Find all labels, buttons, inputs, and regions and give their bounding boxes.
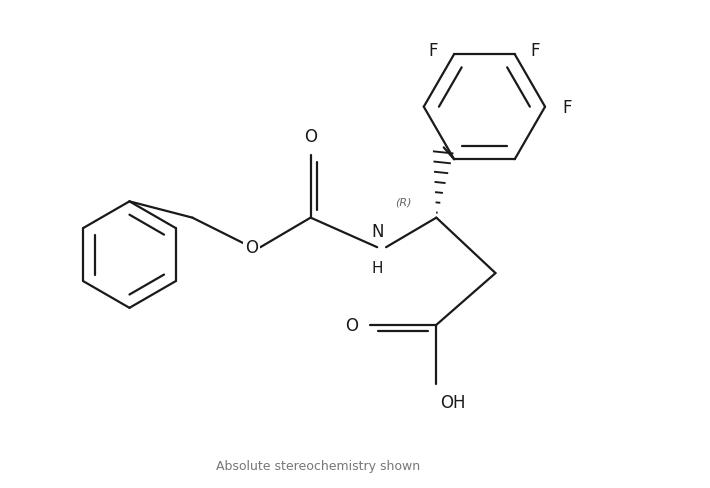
Text: O: O (245, 239, 258, 257)
Text: OH: OH (440, 394, 466, 412)
Text: F: F (429, 42, 438, 61)
Text: F: F (562, 99, 572, 117)
Text: H: H (371, 261, 383, 276)
Text: O: O (345, 316, 358, 334)
Text: N: N (371, 223, 383, 241)
Text: F: F (530, 42, 540, 61)
Text: (R): (R) (395, 197, 411, 207)
Text: Absolute stereochemistry shown: Absolute stereochemistry shown (216, 459, 420, 472)
Text: O: O (304, 128, 317, 146)
